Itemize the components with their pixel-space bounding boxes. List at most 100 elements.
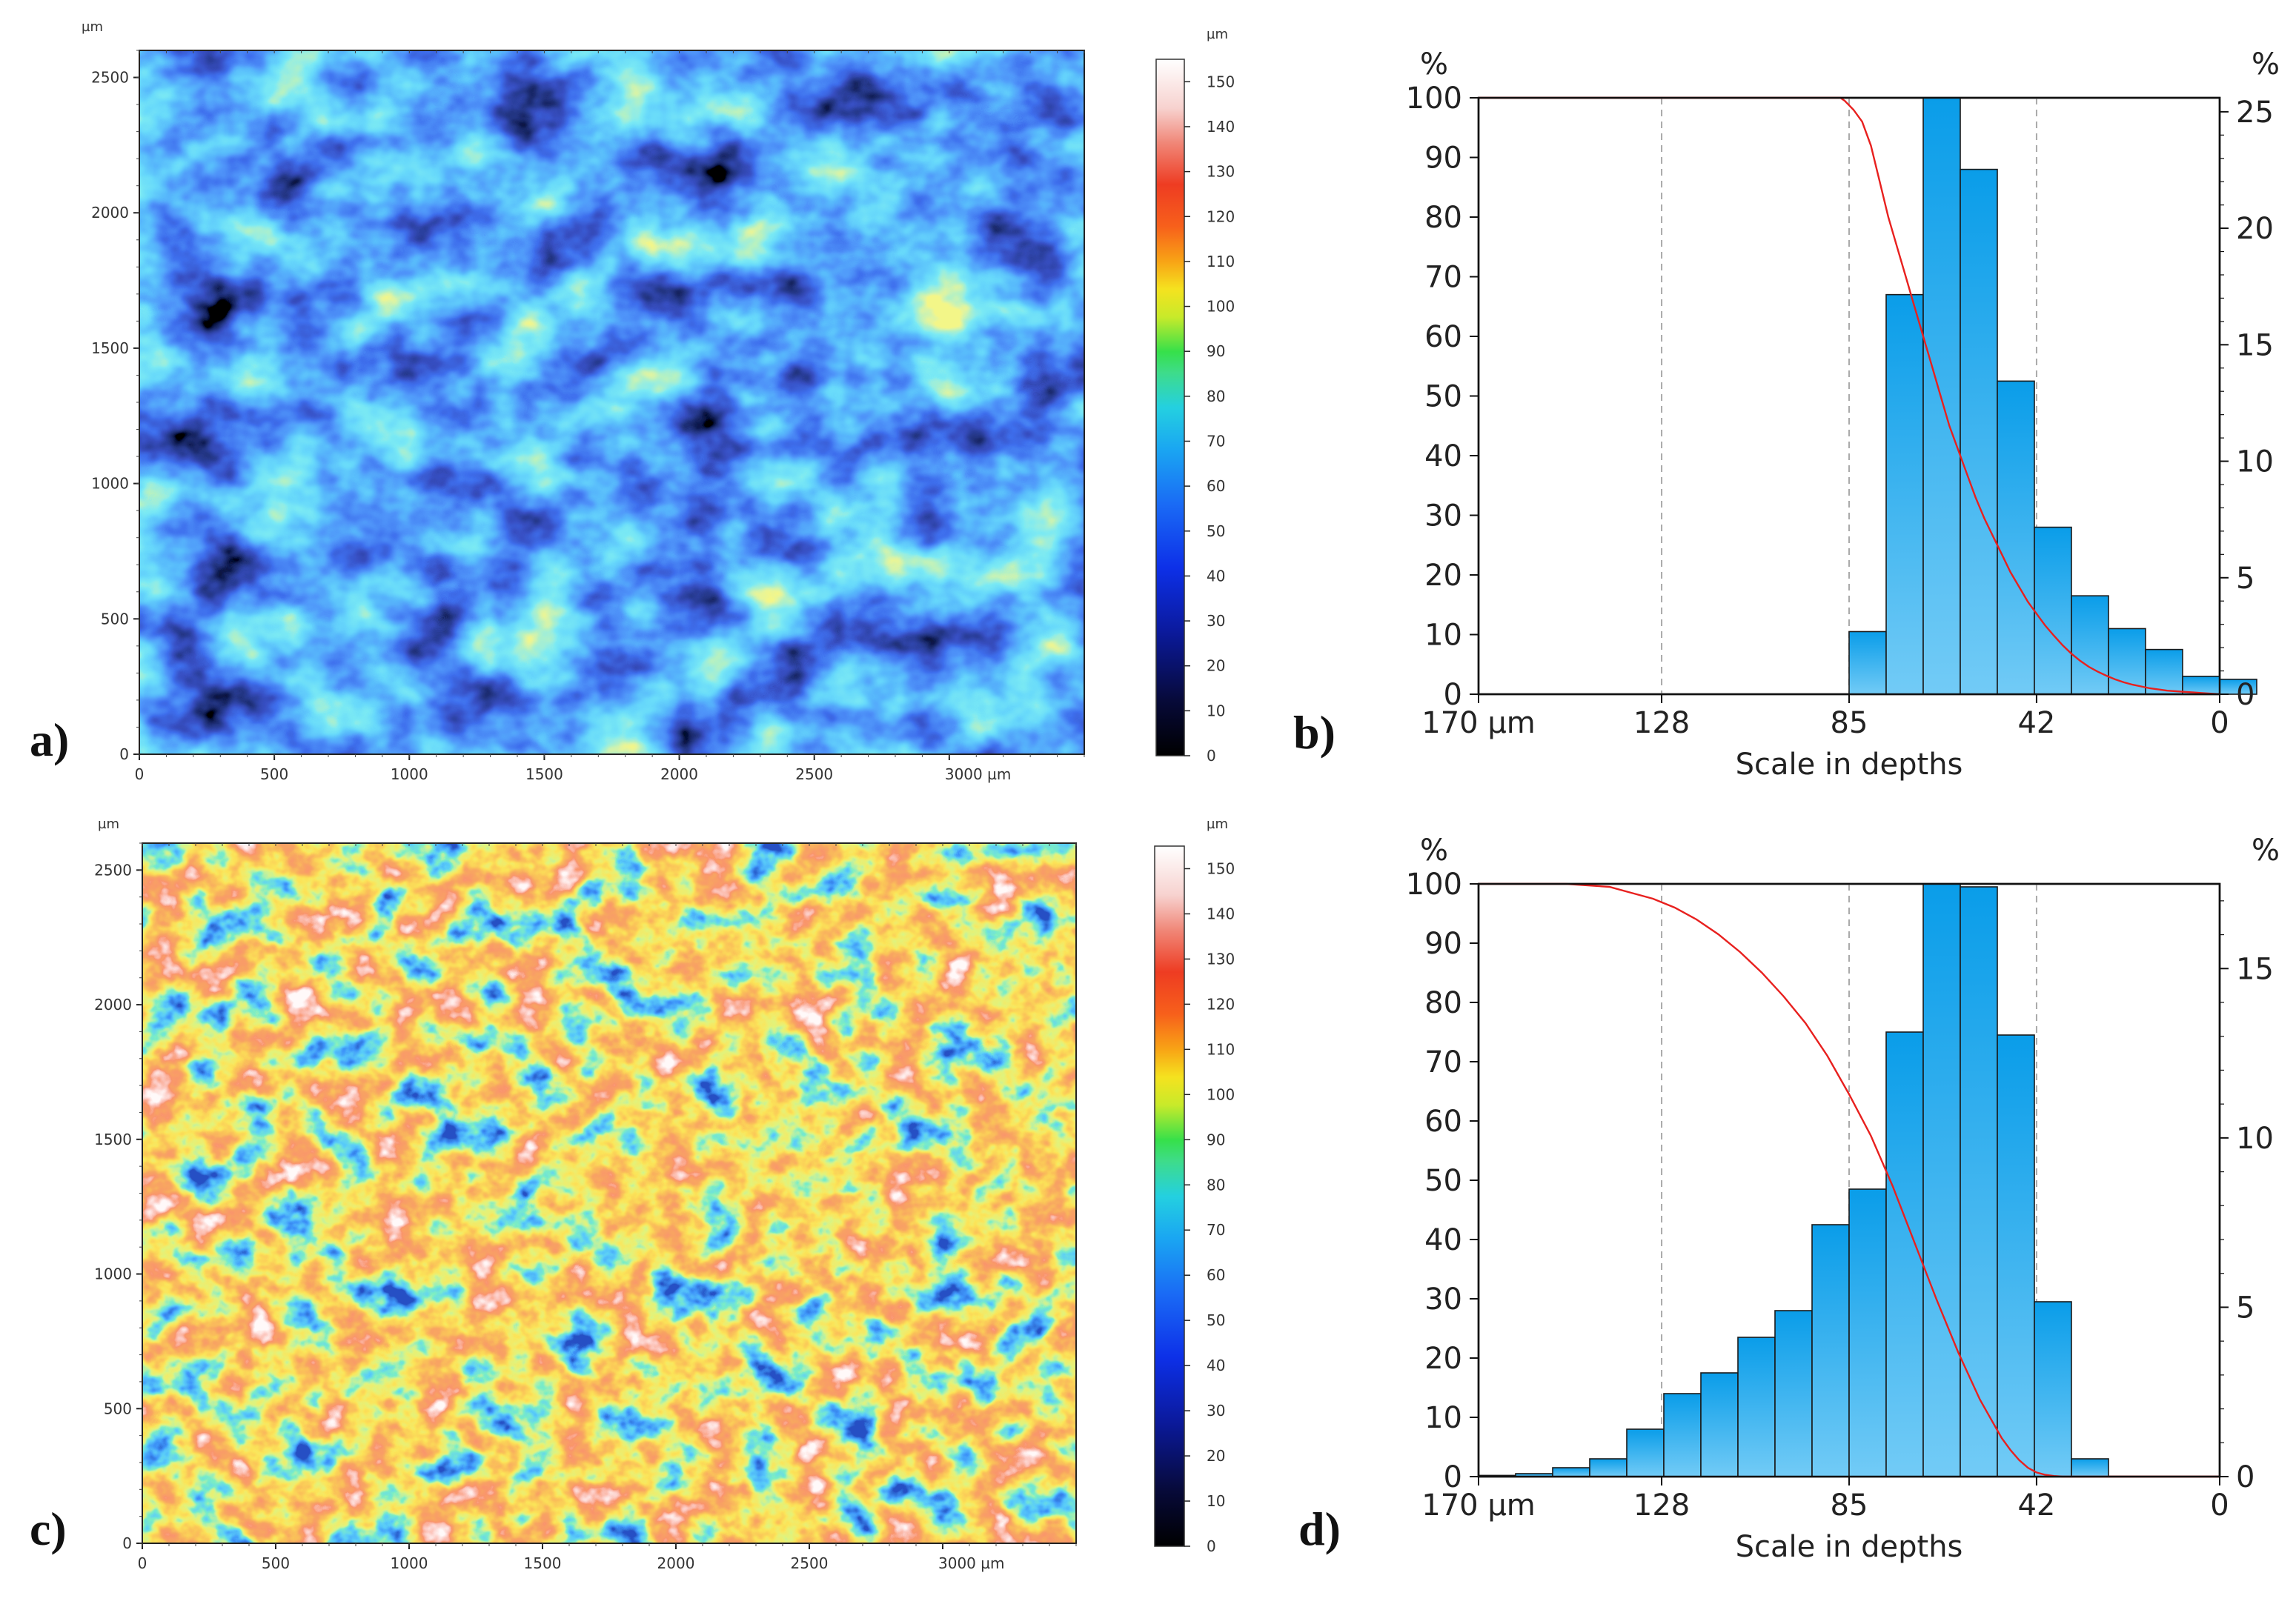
colorbar-c-ticks: 0 10 20 30 40 50 60 70 80 90 100 110 120 130 140 150 [1184, 859, 1235, 1555]
x-tick-label: 2000 [657, 1554, 695, 1572]
histogram-bar [2071, 1458, 2109, 1477]
x-axis-label: Scale in depths [1736, 748, 1963, 782]
heatmap-c-y-axis: 0 500 1000 1500 2000 2500 [94, 842, 142, 1552]
histogram-bar [1922, 97, 1961, 695]
histogram-bar [1626, 1428, 1665, 1477]
right-tick-label: 20 [2236, 212, 2274, 246]
colorbar-tick-label: 140 [1207, 118, 1235, 136]
histogram-bar [1774, 1310, 1813, 1477]
histogram-bar [1885, 293, 1924, 695]
y-tick-label: 1500 [94, 1131, 132, 1148]
colorbar-tick-label: 80 [1207, 387, 1225, 405]
x-tick-label: 128 [1633, 706, 1690, 740]
histogram-bar [2108, 628, 2146, 695]
x-tick-label: 0 [135, 765, 145, 783]
histogram-bar [2071, 595, 2109, 695]
x-tick-label: 1000 [391, 765, 428, 783]
colorbar-tick-label: 100 [1207, 298, 1235, 316]
histogram-bar [2034, 526, 2072, 695]
colorbar-c-unit: µm [1207, 816, 1228, 832]
y-tick-label: 2500 [91, 69, 129, 87]
panel-letter-b: b) [1293, 706, 1336, 759]
x-tick-label: 0 [138, 1554, 147, 1572]
left-tick-label: 20 [1424, 559, 1462, 593]
y-tick-label: 2000 [91, 204, 129, 222]
x-tick-label: 170 µm [1421, 706, 1535, 740]
y-tick-label: 1000 [91, 475, 129, 493]
x-tick-label: 128 [1633, 1488, 1690, 1523]
histogram-bar [1885, 1031, 1924, 1477]
y-tick-label: 2000 [94, 996, 132, 1014]
colorbar-tick-label: 150 [1207, 73, 1235, 90]
left-tick-label: 70 [1424, 261, 1462, 295]
left-tick-label: 0 [1444, 1460, 1462, 1494]
heatmap-a-surface [139, 50, 1084, 754]
x-tick-label: 2500 [795, 765, 833, 783]
histogram-bar [1960, 168, 1998, 695]
panel-d-histogram: 0 10 20 30 40 50 60 70 80 90 100 0 5 10 15 170 µm 128 85 4… [1406, 834, 2280, 1564]
x-tick-label: 1500 [524, 1554, 562, 1572]
colorbar-a [1155, 59, 1185, 756]
left-tick-label: 30 [1424, 1282, 1462, 1317]
y-tick-label: 500 [101, 610, 129, 628]
colorbar-tick-label: 70 [1207, 1221, 1225, 1239]
colorbar-tick-label: 90 [1207, 342, 1225, 360]
right-tick-label: 10 [2236, 1122, 2274, 1156]
x-tick-label: 2000 [660, 765, 698, 783]
y-tick-label: 1000 [94, 1265, 132, 1283]
colorbar-tick-label: 120 [1207, 207, 1235, 225]
histogram-bar [1997, 380, 2035, 695]
x-axis-label: Scale in depths [1736, 1530, 1963, 1564]
colorbar-tick-label: 110 [1207, 253, 1235, 270]
colorbar-tick-label: 70 [1207, 432, 1225, 450]
histogram-bar [1552, 1467, 1590, 1477]
left-tick-label: 60 [1424, 1105, 1462, 1139]
colorbar-c [1154, 845, 1185, 1547]
left-tick-label: 10 [1424, 1401, 1462, 1435]
left-tick-label: 30 [1424, 499, 1462, 533]
left-tick-label: 90 [1424, 927, 1462, 961]
colorbar-tick-label: 0 [1207, 747, 1216, 765]
colorbar-tick-label: 30 [1207, 612, 1225, 630]
left-tick-label: 50 [1424, 380, 1462, 414]
y-tick-label: 2500 [94, 861, 132, 879]
histogram-bar [1663, 1393, 1702, 1477]
left-tick-label: 100 [1406, 868, 1462, 902]
heatmap-a-y-axis: 0 500 1000 1500 2000 2500 [91, 50, 139, 763]
left-axis-unit: % [1420, 834, 1448, 868]
colorbar-tick-label: 140 [1207, 905, 1235, 922]
heatmap-c-x-axis: 0 500 1000 1500 2000 2500 3000 µm [138, 843, 1077, 1572]
left-tick-label: 80 [1424, 986, 1462, 1020]
y-tick-label: 0 [119, 745, 129, 763]
colorbar-tick-label: 50 [1207, 522, 1225, 540]
left-tick-label: 60 [1424, 320, 1462, 354]
left-axis-unit: % [1420, 47, 1448, 81]
histogram-bar [1997, 1034, 2035, 1477]
x-tick-label: 2500 [791, 1554, 829, 1572]
colorbar-a-ticks: 0 10 20 30 40 50 60 70 80 90 100 110 120 130 140 150 [1184, 73, 1235, 765]
left-tick-label: 0 [1444, 678, 1462, 712]
left-tick-label: 40 [1424, 439, 1462, 473]
histogram-bar [1960, 886, 1998, 1477]
histogram-bar [1848, 631, 1887, 695]
x-tick-label: 1000 [391, 1554, 428, 1572]
panel-letter-d: d) [1298, 1503, 1341, 1555]
x-tick-label: 500 [260, 765, 288, 783]
left-tick-label: 50 [1424, 1164, 1462, 1198]
right-tick-label: 15 [2236, 952, 2274, 986]
y-tick-label: 500 [104, 1400, 132, 1417]
colorbar-a-unit: µm [1207, 27, 1228, 42]
right-tick-label: 0 [2236, 1460, 2254, 1494]
heatmap-a-y-unit: µm [82, 19, 103, 35]
colorbar-tick-label: 20 [1207, 1447, 1225, 1465]
x-tick-label: 170 µm [1421, 1488, 1535, 1523]
colorbar-tick-label: 40 [1207, 1357, 1225, 1374]
left-tick-label: 20 [1424, 1342, 1462, 1376]
x-tick-label: 42 [2017, 706, 2055, 740]
colorbar-tick-label: 30 [1207, 1402, 1225, 1420]
colorbar-tick-label: 60 [1207, 477, 1225, 495]
colorbar-tick-label: 40 [1207, 567, 1225, 585]
x-tick-label: 3000 µm [945, 765, 1011, 783]
